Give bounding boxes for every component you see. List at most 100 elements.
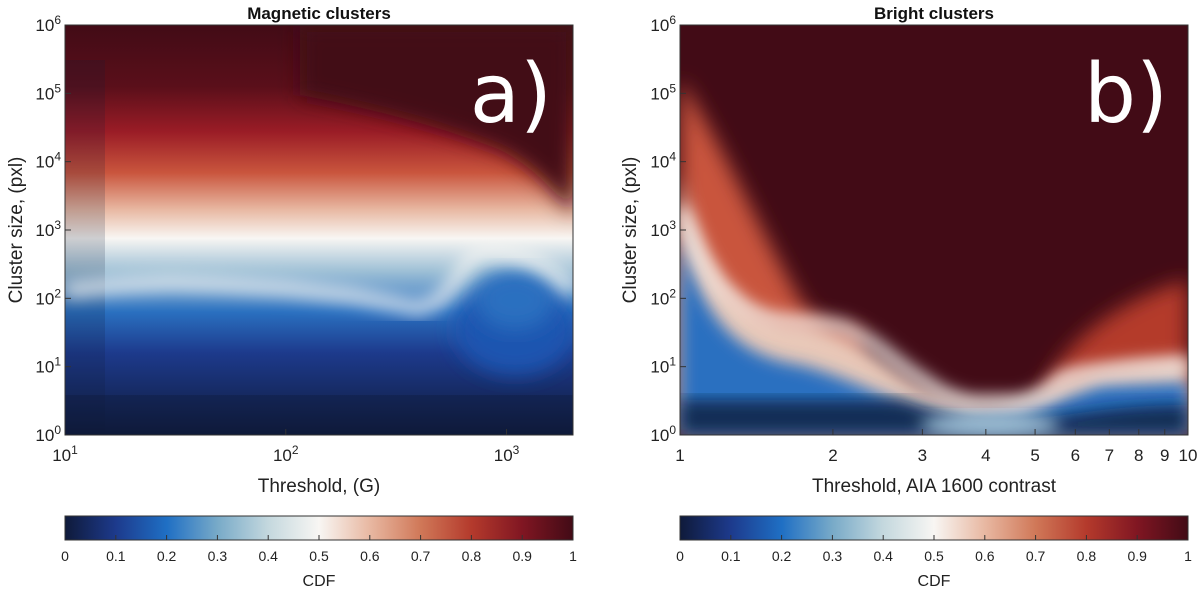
x-tick-label: 2 xyxy=(828,446,837,465)
y-tick-exponent: 0 xyxy=(54,423,61,437)
panel-a-left-strip xyxy=(65,60,105,435)
panel-a-label: a) xyxy=(470,47,552,142)
x-tick-label: 7 xyxy=(1105,446,1114,465)
y-tick-label: 103 xyxy=(35,218,61,240)
y-tick-label: 103 xyxy=(650,218,676,240)
panel-b-valley xyxy=(920,413,1060,435)
colorbar-tick-label: 0.3 xyxy=(208,548,228,564)
y-tick-label: 105 xyxy=(650,81,676,103)
panel-a-ylabel: Cluster size, (pxl) xyxy=(6,157,27,304)
y-tick-label: 100 xyxy=(650,423,676,445)
colorbar-tick-label: 0 xyxy=(61,548,69,564)
panel-b-x-ticks: 1 2 3 4 5 6 7 8 9 10 xyxy=(675,429,1197,465)
panel-a-dark-region xyxy=(300,25,573,215)
panel-a-colorbar-label: CDF xyxy=(303,573,336,590)
y-tick-base: 10 xyxy=(650,16,669,35)
y-tick-exponent: 2 xyxy=(669,286,676,300)
colorbar-tick-label: 0.3 xyxy=(823,548,843,564)
x-tick-label: 9 xyxy=(1160,446,1169,465)
y-tick-exponent: 4 xyxy=(54,150,61,164)
colorbar-tick-label: 0.8 xyxy=(462,548,482,564)
y-tick-exponent: 1 xyxy=(54,355,61,369)
panel-b-median-curve xyxy=(680,206,1188,410)
x-tick-label: 101 xyxy=(52,443,78,465)
y-tick-label: 102 xyxy=(650,286,676,308)
y-tick-base: 10 xyxy=(650,221,669,240)
panel-a-title: Magnetic clusters xyxy=(247,4,391,23)
colorbar-tick-label: 0.6 xyxy=(360,548,380,564)
colorbar-tick-label: 0.7 xyxy=(411,548,431,564)
x-tick-exponent: 2 xyxy=(292,443,299,457)
y-tick-label: 101 xyxy=(650,355,676,377)
y-tick-exponent: 1 xyxy=(669,355,676,369)
panel-a-blue-bump-upper xyxy=(475,270,555,330)
colorbar-tick-label: 0.4 xyxy=(873,548,893,564)
colorbar-tick-label: 0.7 xyxy=(1026,548,1046,564)
y-tick-base: 10 xyxy=(35,358,54,377)
colorbar-tick-label: 0.4 xyxy=(258,548,278,564)
colorbar-tick-label: 0 xyxy=(676,548,684,564)
panel-a: Magnetic clusters 100101102103104105106 … xyxy=(6,4,577,590)
x-tick-label: 4 xyxy=(981,446,990,465)
y-tick-exponent: 3 xyxy=(54,218,61,232)
x-tick-exponent: 3 xyxy=(513,443,520,457)
colorbar-tick-label: 0.9 xyxy=(1127,548,1147,564)
y-tick-base: 10 xyxy=(35,426,54,445)
y-tick-label: 100 xyxy=(35,423,61,445)
colorbar-tick-label: 0.1 xyxy=(106,548,126,564)
panel-a-heatmap xyxy=(65,25,573,435)
panel-b-ylabel: Cluster size, (pxl) xyxy=(620,157,641,304)
y-tick-exponent: 5 xyxy=(54,81,61,95)
panel-a-x-ticks: 101 102 103 xyxy=(52,429,520,465)
y-tick-exponent: 6 xyxy=(669,13,676,27)
colorbar-tick-label: 0.8 xyxy=(1077,548,1097,564)
y-tick-exponent: 3 xyxy=(669,218,676,232)
colorbar-tick-label: 0.1 xyxy=(721,548,741,564)
y-tick-base: 10 xyxy=(650,153,669,172)
y-tick-label: 101 xyxy=(35,355,61,377)
panel-a-colorbar-ticks: 0 0.1 0.2 0.3 0.4 0.5 0.6 0.7 0.8 0.9 1 xyxy=(61,535,577,564)
y-tick-label: 106 xyxy=(650,13,676,35)
x-tick-label: 3 xyxy=(918,446,927,465)
panel-b-colorbar-ticks: 0 0.1 0.2 0.3 0.4 0.5 0.6 0.7 0.8 0.9 1 xyxy=(676,535,1192,564)
panel-b-colorbar-label: CDF xyxy=(918,573,951,590)
y-tick-exponent: 2 xyxy=(54,286,61,300)
y-tick-exponent: 6 xyxy=(54,13,61,27)
y-tick-label: 105 xyxy=(35,81,61,103)
colorbar-tick-label: 0.6 xyxy=(975,548,995,564)
y-tick-base: 10 xyxy=(650,358,669,377)
colorbar-tick-label: 0.9 xyxy=(512,548,532,564)
x-tick-label: 5 xyxy=(1030,446,1039,465)
colorbar-tick-label: 1 xyxy=(1184,548,1192,564)
x-tick-base: 10 xyxy=(494,446,513,465)
y-tick-base: 10 xyxy=(35,221,54,240)
x-tick-label: 102 xyxy=(273,443,299,465)
colorbar-tick-label: 0.5 xyxy=(924,548,944,564)
y-tick-label: 104 xyxy=(650,150,676,172)
x-tick-base: 10 xyxy=(52,446,71,465)
y-tick-label: 104 xyxy=(35,150,61,172)
y-tick-base: 10 xyxy=(35,289,54,308)
colorbar-tick-label: 1 xyxy=(569,548,577,564)
x-tick-exponent: 1 xyxy=(71,443,78,457)
panel-b-bottom-band xyxy=(680,400,1188,435)
y-tick-base: 10 xyxy=(35,153,54,172)
colorbar-tick-label: 0.2 xyxy=(157,548,177,564)
y-tick-base: 10 xyxy=(650,426,669,445)
x-tick-label: 1 xyxy=(675,446,684,465)
panel-b-title: Bright clusters xyxy=(874,4,994,23)
panel-a-bottom-band xyxy=(65,395,573,435)
colorbar-tick-label: 0.2 xyxy=(772,548,792,564)
x-tick-label: 10 xyxy=(1179,446,1198,465)
x-tick-label: 8 xyxy=(1134,446,1143,465)
panel-a-xlabel: Threshold, (G) xyxy=(258,476,380,497)
y-tick-base: 10 xyxy=(35,16,54,35)
colorbar-tick-label: 0.5 xyxy=(309,548,329,564)
x-tick-label: 6 xyxy=(1071,446,1080,465)
y-tick-base: 10 xyxy=(35,84,54,103)
panel-a-median-curve xyxy=(65,242,573,318)
y-tick-label: 102 xyxy=(35,286,61,308)
